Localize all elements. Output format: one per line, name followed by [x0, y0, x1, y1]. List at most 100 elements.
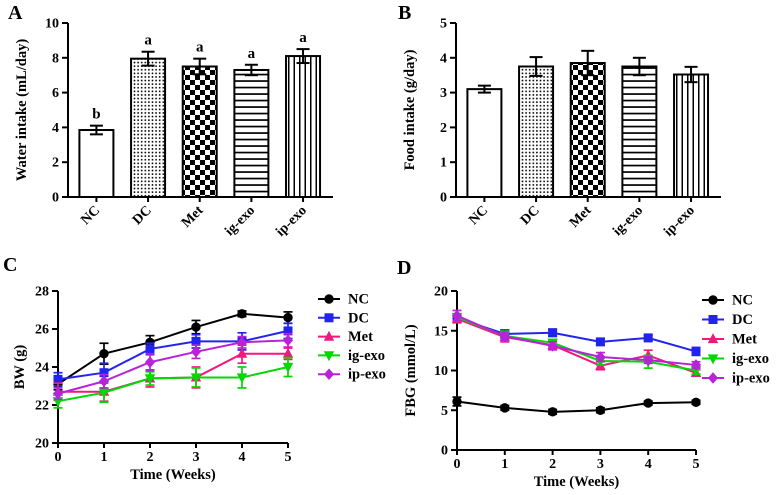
legend-item-ip-exo: ip-exo	[318, 367, 386, 383]
legend-label: Met	[348, 329, 373, 345]
y-tick-label: 5	[441, 404, 448, 419]
y-tick-label: 20	[434, 285, 448, 300]
triangle-down-marker	[707, 354, 719, 365]
diamond-marker	[323, 368, 335, 380]
diamond-marker	[52, 387, 64, 400]
diamond-marker	[236, 336, 248, 349]
circle-marker	[191, 322, 201, 332]
circle-marker	[237, 309, 247, 319]
triangle-down-marker	[98, 388, 110, 399]
diamond-marker	[190, 346, 202, 358]
legend-item-Met: Met	[702, 332, 757, 348]
square-marker	[191, 336, 201, 346]
y-tick-label: 15	[434, 324, 448, 339]
bar-ig-exo	[621, 65, 658, 198]
legend-item-ig-exo: ig-exo	[318, 348, 385, 364]
significance-letter: a	[299, 30, 307, 46]
y-tick-label: 2	[440, 121, 447, 136]
panel-a-water-intake: A 0 2 4 6 8 10 Water intake (mL/day) b NC a DC a Met…	[0, 0, 388, 248]
bar-group-NC: NC	[466, 84, 503, 228]
circle-marker	[283, 312, 293, 323]
y-tick-label: 6	[52, 86, 59, 101]
x-axis-ticks: 0 1 2 3 4 5 Time (Weeks)	[454, 450, 700, 490]
triangle-down-marker	[236, 373, 248, 384]
y-tick-label: 2	[52, 156, 59, 171]
x-tick-label: 2	[147, 450, 154, 465]
legend-label: DC	[732, 312, 753, 328]
x-tick-label: 0	[454, 457, 461, 472]
legend-label: ig-exo	[732, 351, 769, 367]
panel-c-body-weight: C 20 22 24 26 28 BW (g) 0 1 2 3 4 5 Time (Weeks) NC DC…	[0, 248, 388, 495]
diamond-marker	[98, 375, 110, 388]
circle-marker	[452, 396, 462, 407]
circle-marker	[500, 403, 510, 413]
circle-marker	[643, 398, 653, 408]
x-category-label: ip-exo	[273, 203, 309, 239]
y-tick-label: 8	[52, 51, 59, 66]
y-tick-label: 10	[45, 17, 59, 32]
y-tick-label: 1	[440, 156, 447, 171]
diamond-marker	[595, 351, 606, 363]
legend-label: NC	[732, 293, 753, 309]
y-tick-label: 0	[52, 191, 59, 206]
square-marker	[643, 333, 653, 343]
bar-group-ip-exo: ip-exo	[661, 65, 710, 240]
significance-letter: a	[196, 40, 204, 56]
y-tick-label: 26	[35, 323, 49, 338]
circle-marker	[595, 405, 606, 415]
y-tick-label: 22	[35, 399, 49, 414]
circle-marker	[324, 294, 334, 304]
series-ip-exo	[451, 309, 702, 371]
diamond-marker	[707, 372, 719, 384]
legend-item-DC: DC	[702, 312, 753, 328]
x-category-label: NC	[78, 203, 103, 228]
diamond-marker	[690, 359, 702, 371]
legend: NC DC Met ig-exo ip-exo	[318, 292, 386, 383]
y-tick-label: 0	[441, 444, 448, 459]
square-marker	[324, 313, 334, 323]
panel-a-chart: 0 2 4 6 8 10 Water intake (mL/day) b NC a DC a Met a i…	[14, 17, 333, 240]
bar-Met	[569, 62, 606, 198]
bar-group-DC: DC	[518, 56, 555, 228]
panel-b-chart: 0 1 2 3 4 5 Food intake (g/day) NC DC Met ig-exo ip…	[402, 17, 721, 240]
panel-b-letter: B	[398, 2, 412, 24]
bar-ig-exo	[233, 68, 270, 198]
square-marker	[595, 337, 605, 347]
x-category-label: NC	[466, 203, 491, 228]
y-axis-label: Water intake (mL/day)	[14, 39, 30, 181]
legend-item-ip-exo: ip-exo	[702, 371, 770, 387]
x-tick-label: 1	[101, 450, 108, 465]
x-tick-label: 4	[239, 450, 246, 465]
x-category-label: DC	[518, 203, 543, 228]
triangle-up-marker	[323, 330, 335, 341]
y-tick-label: 5	[440, 17, 447, 32]
x-category-label: ig-exo	[222, 203, 258, 239]
square-marker	[145, 344, 155, 354]
diamond-marker	[499, 330, 510, 343]
x-tick-label: 4	[645, 457, 652, 472]
square-marker	[691, 346, 701, 356]
y-tick-label: 28	[35, 285, 49, 300]
x-axis-label: Time (Weeks)	[130, 467, 216, 483]
circle-marker	[691, 397, 701, 408]
circle-marker	[99, 349, 109, 359]
bar-ip-exo	[673, 73, 710, 198]
significance-letter: b	[92, 107, 100, 123]
bar-group-ig-exo: ig-exo	[610, 56, 658, 239]
bar-group-Met: a Met	[179, 40, 218, 231]
series-Met	[451, 312, 702, 377]
legend-label: NC	[348, 292, 369, 308]
bar-NC	[466, 88, 503, 198]
triangle-up-marker	[707, 333, 719, 344]
triangle-down-marker	[323, 351, 335, 362]
diamond-marker	[643, 354, 654, 366]
series-ig-exo	[52, 356, 294, 409]
legend-label: Met	[732, 332, 757, 348]
legend: NC DC Met ig-exo ip-exo	[702, 293, 770, 387]
x-category-label: Met	[567, 203, 595, 231]
panel-d-chart: 0 5 10 15 20 FBG (mmol/L) 0 1 2 3 4 5 Time (Weeks) NC…	[403, 285, 770, 491]
legend-item-DC: DC	[318, 310, 369, 326]
legend-item-ig-exo: ig-exo	[702, 351, 769, 367]
x-tick-label: 5	[693, 457, 700, 472]
